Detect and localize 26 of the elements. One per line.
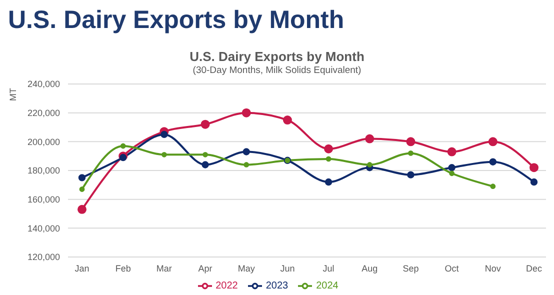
y-tick-label: 120,000	[27, 252, 60, 262]
legend-label: 2023	[266, 280, 288, 292]
x-tick-label: Feb	[115, 263, 131, 274]
x-tick-label: Aug	[362, 263, 378, 274]
x-tick-label: Jul	[322, 263, 334, 274]
x-tick-label: Jan	[74, 263, 90, 274]
y-tick-label: 140,000	[27, 223, 60, 234]
y-tick-label: 180,000	[27, 166, 60, 176]
y-tick-label: 240,000	[27, 79, 60, 90]
x-tick-label: Apr	[198, 263, 212, 274]
legend-label: 2024	[316, 280, 338, 292]
y-tick-label: 160,000	[27, 194, 60, 205]
y-tick-label: 220,000	[27, 108, 60, 118]
y-axis-title: MT	[8, 88, 18, 101]
x-tick-label: Oct	[444, 263, 460, 274]
x-tick-label: Jun	[280, 263, 295, 274]
x-tick-label: Mar	[156, 263, 172, 274]
chart-title: U.S. Dairy Exports by Month	[8, 6, 344, 35]
x-tick-label: May	[238, 263, 256, 274]
y-tick-label: 200,000	[27, 136, 60, 147]
text: (30-Day Months, Milk Solids Equivalent)	[192, 65, 362, 76]
chart-subtitle: U.S. Dairy Exports by Month	[188, 49, 366, 64]
x-tick-label: Nov	[484, 263, 502, 274]
x-tick-label: Dec	[526, 263, 542, 274]
x-tick-label: Sep	[402, 263, 419, 274]
legend-label: 2022	[216, 280, 238, 292]
